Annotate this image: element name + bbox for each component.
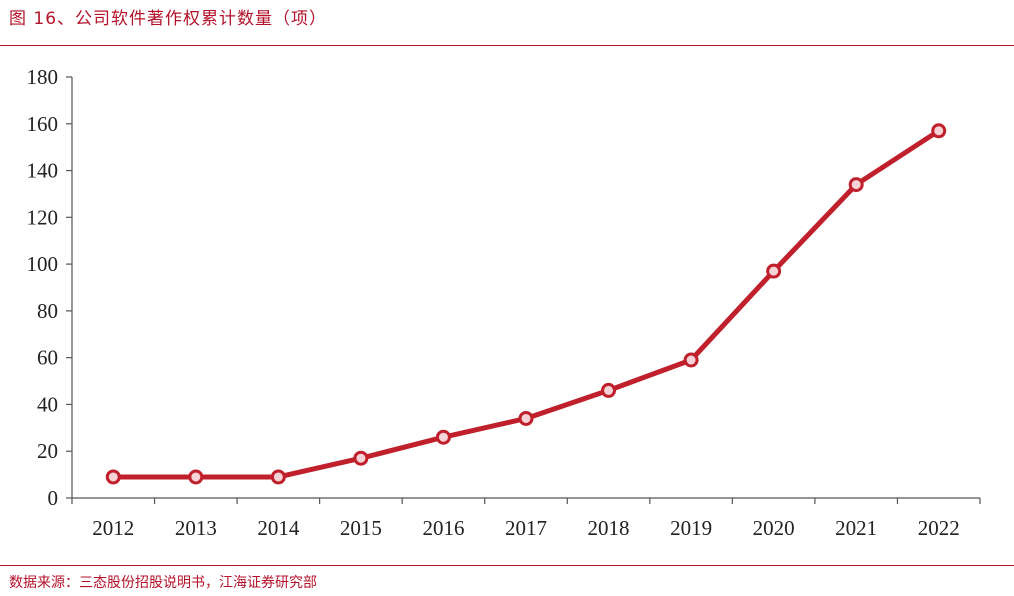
data-point [188,469,204,485]
y-tick-label: 40 [37,392,58,416]
data-point [601,382,617,398]
x-tick-label: 2020 [753,516,795,540]
data-point [931,123,947,139]
y-tick-label: 160 [27,112,59,136]
y-tick-label: 80 [37,299,58,323]
y-tick-label: 20 [37,439,58,463]
data-point [766,263,782,279]
y-tick-label: 180 [27,65,59,89]
x-tick-label: 2022 [918,516,960,540]
data-point [435,429,451,445]
x-tick-label: 2017 [505,516,547,540]
y-tick-label: 120 [27,205,59,229]
y-tick-label: 60 [37,346,58,370]
y-tick-label: 0 [48,486,59,510]
data-point [683,352,699,368]
data-point [105,469,121,485]
x-tick-label: 2015 [340,516,382,540]
y-tick-label: 100 [27,252,59,276]
data-point [270,469,286,485]
x-tick-label: 2012 [92,516,134,540]
data-point [848,177,864,193]
top-divider [0,45,1014,46]
x-tick-label: 2016 [422,516,464,540]
data-source-note: 数据来源：三态股份招股说明书，江海证券研究部 [9,575,317,591]
figure-title: 图 16、公司软件著作权累计数量（项） [9,9,328,29]
x-tick-label: 2019 [670,516,712,540]
bottom-divider [0,565,1014,566]
y-tick-label: 140 [27,159,59,183]
x-tick-label: 2014 [257,516,300,540]
x-tick-label: 2013 [175,516,217,540]
data-point [518,410,534,426]
data-point [353,450,369,466]
x-tick-label: 2018 [588,516,630,540]
x-tick-label: 2021 [835,516,877,540]
